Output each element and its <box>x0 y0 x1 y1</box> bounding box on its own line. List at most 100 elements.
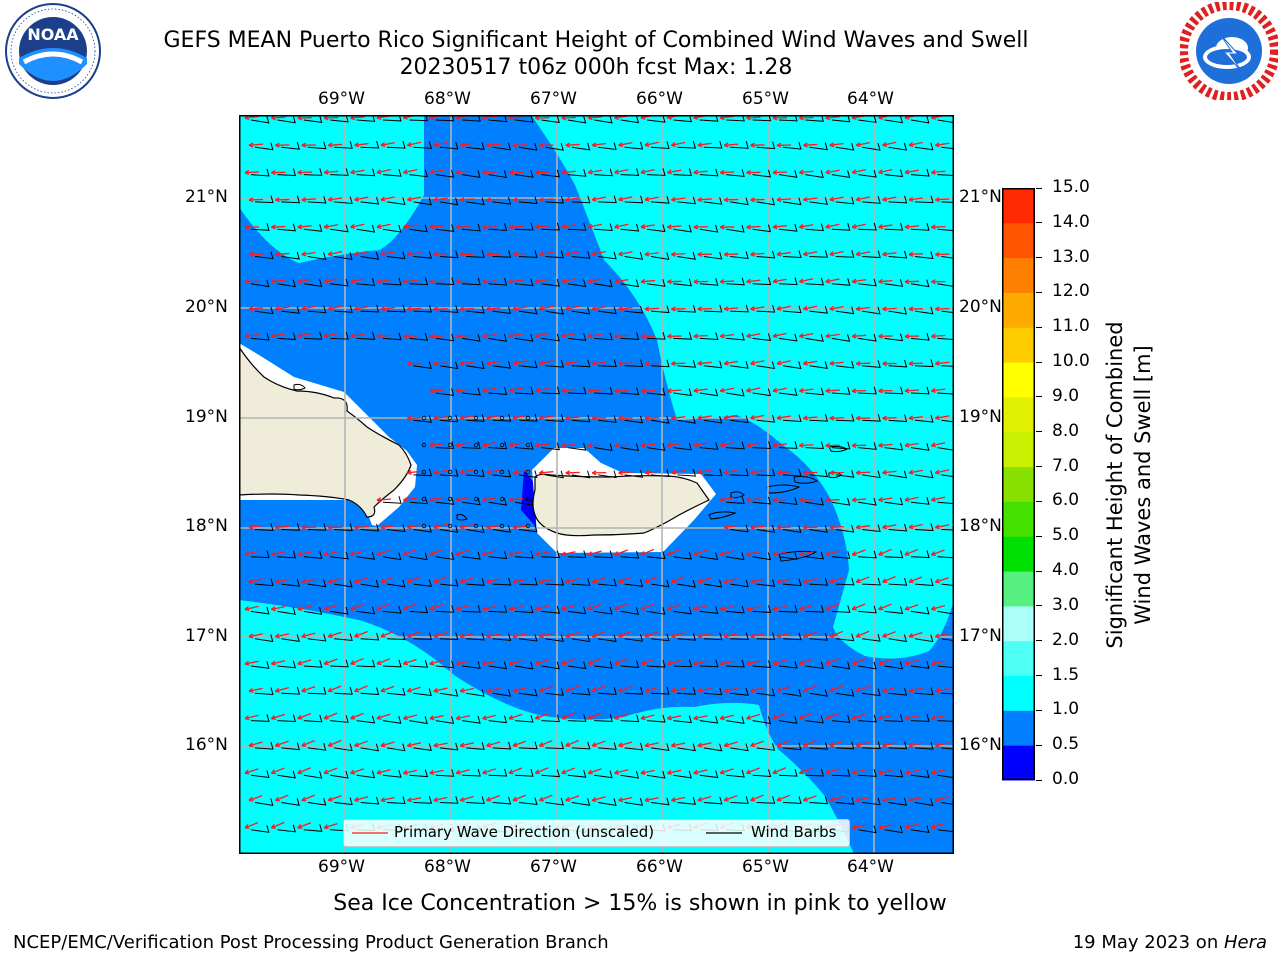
wind-barb <box>941 692 954 695</box>
wind-barb <box>514 497 534 506</box>
wave-arrow-head <box>644 797 650 803</box>
wind-barb <box>545 359 565 368</box>
wave-direction-arrow <box>376 334 392 338</box>
wave-arrow-head <box>776 742 782 747</box>
wind-barb <box>756 305 776 313</box>
wave-direction-arrow <box>746 660 761 665</box>
wave-direction-arrow <box>486 307 501 310</box>
wave-arrow-head <box>750 742 756 748</box>
wave-direction-arrow <box>935 198 950 201</box>
wave-arrow-head <box>799 169 804 175</box>
wave-direction-arrow <box>403 714 418 720</box>
wind-barb <box>571 687 591 696</box>
wind-barb <box>462 387 481 396</box>
wave-direction-arrow <box>935 687 950 692</box>
wind-barb <box>545 143 564 151</box>
wave-direction-arrow <box>856 306 871 310</box>
map-legend: Primary Wave Direction (unscaled) Wind B… <box>343 819 850 847</box>
wind-barb <box>941 474 954 478</box>
wave-arrow-head <box>644 141 650 148</box>
wave-direction-arrow <box>935 795 949 802</box>
wave-arrow-head <box>750 197 755 203</box>
wave-arrow-head <box>433 469 439 475</box>
wave-direction-arrow <box>244 550 259 556</box>
wave-arrow-head <box>640 769 646 775</box>
wind-barb <box>914 798 934 806</box>
wave-direction-arrow <box>561 551 576 556</box>
wind-barb <box>805 497 824 506</box>
wave-direction-arrow <box>829 630 844 638</box>
wave-direction-arrow <box>297 605 312 611</box>
wind-barb <box>782 688 802 697</box>
wave-arrow-head <box>455 169 461 175</box>
wave-arrow-head <box>670 687 676 693</box>
wave-arrow-head <box>323 278 329 284</box>
colorbar-tick-mark <box>1036 570 1042 572</box>
wave-direction-arrow <box>354 630 368 638</box>
footer-credit: NCEP/EMC/Verification Post Processing Pr… <box>13 932 609 953</box>
wind-barb <box>518 360 538 369</box>
wave-direction-arrow <box>618 362 633 365</box>
wave-direction-arrow <box>776 739 791 747</box>
wave-direction-arrow <box>852 824 867 829</box>
lat-label-left: 18°N <box>185 516 228 536</box>
wave-direction-arrow <box>825 389 840 392</box>
wind-barb <box>334 141 353 149</box>
wave-arrow-head <box>855 251 861 257</box>
wind-barb <box>541 169 560 178</box>
wave-direction-arrow <box>776 415 791 419</box>
wave-direction-arrow <box>618 196 633 201</box>
wave-direction-arrow <box>328 305 343 310</box>
wave-direction-arrow <box>799 767 813 774</box>
wind-barb <box>809 197 828 205</box>
wave-arrow-head <box>301 251 307 257</box>
wave-arrow-head <box>829 360 835 366</box>
wave-direction-arrow <box>460 795 474 802</box>
colorbar-tick-label: 0.0 <box>1052 769 1080 789</box>
wind-barb <box>571 741 591 750</box>
wave-direction-arrow <box>456 170 471 174</box>
wind-barb <box>277 660 297 669</box>
wave-arrow-head <box>723 524 729 530</box>
wave-direction-arrow <box>829 361 844 365</box>
wave-arrow-head <box>878 278 883 285</box>
wave-direction-arrow <box>931 442 946 447</box>
wave-direction-arrow <box>799 444 814 447</box>
wave-arrow-head <box>459 360 465 366</box>
wave-direction-arrow <box>244 605 259 611</box>
wave-arrow-head <box>855 470 861 476</box>
wind-barb <box>514 386 534 395</box>
wave-arrow-head <box>772 769 778 775</box>
wind-barb <box>699 224 719 233</box>
wave-arrow-head <box>878 333 883 339</box>
wind-barb <box>888 250 908 259</box>
wave-direction-arrow <box>931 769 946 774</box>
wave-direction-arrow <box>856 251 871 256</box>
wind-barb <box>884 825 904 834</box>
wind-barb <box>413 197 432 206</box>
wind-barb <box>937 223 954 232</box>
wave-arrow-head <box>301 633 307 639</box>
wave-arrow-head <box>614 605 620 611</box>
wind-barb <box>435 170 455 178</box>
wave-direction-arrow <box>350 223 365 228</box>
wave-arrow-head <box>561 769 567 775</box>
wave-arrow-head <box>904 550 910 556</box>
wave-direction-arrow <box>640 443 656 447</box>
wind-barb <box>699 659 719 668</box>
wave-arrow-head <box>380 251 386 257</box>
wave-arrow-head <box>798 605 804 611</box>
calm-wind-marker <box>525 442 531 448</box>
wave-direction-arrow <box>856 142 871 146</box>
wave-arrow-head <box>878 497 884 503</box>
wave-arrow-head <box>248 197 254 203</box>
wind-barb <box>805 223 825 232</box>
wind-barb <box>488 551 508 560</box>
wave-arrow-head <box>825 169 831 175</box>
wave-arrow-head <box>746 551 752 557</box>
wave-arrow-head <box>772 278 778 284</box>
island-outline <box>708 511 737 520</box>
wave-direction-arrow <box>776 305 791 310</box>
wind-barb <box>382 224 402 233</box>
wind-barb <box>462 768 481 777</box>
